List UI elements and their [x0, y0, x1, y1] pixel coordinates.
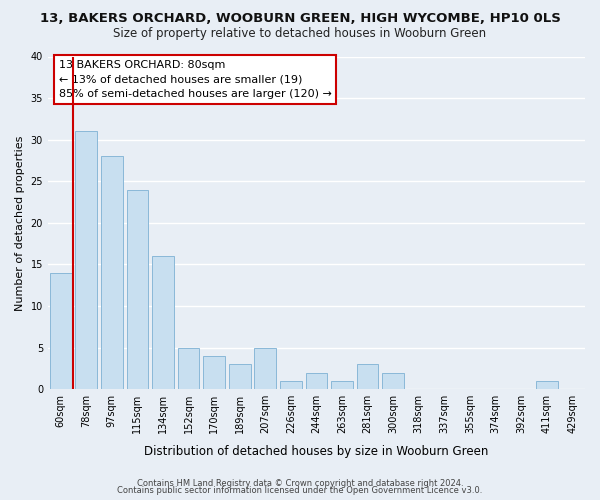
Y-axis label: Number of detached properties: Number of detached properties [15, 135, 25, 310]
Bar [382, 372, 404, 389]
Bar [203, 356, 225, 389]
Bar [536, 381, 557, 389]
Text: Size of property relative to detached houses in Wooburn Green: Size of property relative to detached ho… [113, 28, 487, 40]
Text: 13 BAKERS ORCHARD: 80sqm
← 13% of detached houses are smaller (19)
85% of semi-d: 13 BAKERS ORCHARD: 80sqm ← 13% of detach… [59, 60, 332, 100]
Text: Contains public sector information licensed under the Open Government Licence v3: Contains public sector information licen… [118, 486, 482, 495]
Text: Contains HM Land Registry data © Crown copyright and database right 2024.: Contains HM Land Registry data © Crown c… [137, 478, 463, 488]
Bar [254, 348, 276, 389]
Bar [127, 190, 148, 389]
Bar [101, 156, 123, 389]
Bar [178, 348, 199, 389]
Bar [357, 364, 379, 389]
Bar [229, 364, 251, 389]
Bar [331, 381, 353, 389]
Text: 13, BAKERS ORCHARD, WOOBURN GREEN, HIGH WYCOMBE, HP10 0LS: 13, BAKERS ORCHARD, WOOBURN GREEN, HIGH … [40, 12, 560, 26]
Bar [50, 272, 71, 389]
Bar [305, 372, 328, 389]
Bar [76, 132, 97, 389]
Bar [152, 256, 174, 389]
X-axis label: Distribution of detached houses by size in Wooburn Green: Distribution of detached houses by size … [144, 444, 488, 458]
Bar [280, 381, 302, 389]
